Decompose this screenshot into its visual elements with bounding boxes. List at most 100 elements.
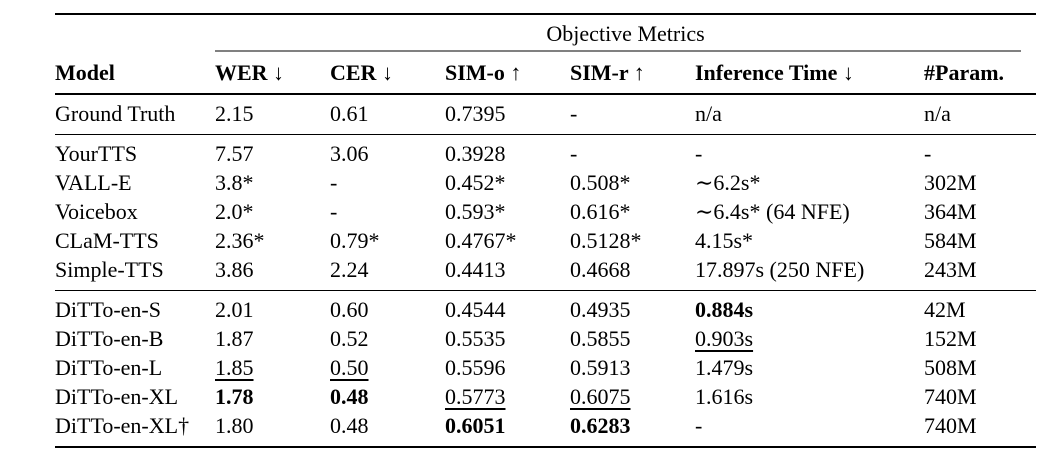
group-header-row: Objective Metrics: [55, 14, 1036, 52]
value-text: 2.15: [215, 101, 254, 126]
value-cell: ∼6.4s* (64 NFE): [695, 197, 924, 226]
value-text: 0.5913: [570, 355, 631, 380]
value-cell: 740M: [924, 411, 1036, 447]
value-cell: 0.4767*: [445, 226, 570, 255]
value-text: 2.01: [215, 297, 254, 322]
model-cell: DiTTo-en-L: [55, 355, 163, 380]
value-text: 0.4935: [570, 297, 631, 322]
table-row: DiTTo-en-S 2.01 0.60 0.4544 0.4935 0.884s 42M: [55, 291, 1036, 325]
column-header-cer: CER ↓: [330, 52, 445, 95]
value-text: 302M: [924, 170, 977, 195]
value-text: 0.4668: [570, 257, 631, 282]
value-cell: 3.06: [330, 135, 445, 169]
value-cell: 508M: [924, 353, 1036, 382]
table-row: DiTTo-en-B 1.87 0.52 0.5535 0.5855 0.903s 152M: [55, 324, 1036, 353]
value-text: 0.884s: [695, 297, 754, 322]
value-cell: 0.884s: [695, 291, 924, 325]
value-text: 584M: [924, 228, 977, 253]
value-text: n/a: [924, 101, 951, 126]
value-cell: 1.87: [215, 324, 330, 353]
value-text: 1.85: [215, 355, 254, 380]
value-text: 1.78: [215, 384, 254, 409]
value-text: 364M: [924, 199, 977, 224]
value-cell: -: [330, 197, 445, 226]
column-header-row: Model WER ↓ CER ↓ SIM-o ↑ SIM-r ↑ Infere…: [55, 52, 1037, 95]
value-cell: 42M: [924, 291, 1036, 325]
value-text: 4.15s*: [695, 228, 754, 253]
value-cell: 2.01: [215, 291, 330, 325]
table-row: VALL-E 3.8* - 0.452* 0.508* ∼6.2s* 302M: [55, 168, 1036, 197]
column-header-wer: WER ↓: [215, 52, 330, 95]
model-cell: Simple-TTS: [55, 257, 164, 282]
value-cell: 0.4544: [445, 291, 570, 325]
model-cell: CLaM-TTS: [55, 228, 159, 253]
value-cell: 0.5535: [445, 324, 570, 353]
value-cell: 1.616s: [695, 382, 924, 411]
value-text: 0.61: [330, 101, 369, 126]
value-cell: 0.616*: [570, 197, 695, 226]
value-text: -: [330, 170, 338, 195]
value-cell: 152M: [924, 324, 1036, 353]
value-text: 0.5535: [445, 326, 506, 351]
value-cell: 2.15: [215, 94, 330, 135]
value-cell: 1.78: [215, 382, 330, 411]
value-text: 0.452*: [445, 170, 506, 195]
table-header: Objective Metrics Model WER ↓ CER ↓ SIM-…: [55, 14, 1037, 95]
value-text: 508M: [924, 355, 977, 380]
value-text: 2.24: [330, 257, 369, 282]
value-cell: 4.15s*: [695, 226, 924, 255]
value-text: 0.5128*: [570, 228, 642, 253]
model-cell: DiTTo-en-XL: [55, 384, 179, 409]
value-cell: 1.479s: [695, 353, 924, 382]
value-cell: 0.5596: [445, 353, 570, 382]
value-text: 3.06: [330, 141, 369, 166]
table-row: YourTTS 7.57 3.06 0.3928 - - -: [55, 135, 1036, 169]
value-cell: -: [330, 168, 445, 197]
value-text: 0.60: [330, 297, 369, 322]
value-text: 0.4767*: [445, 228, 517, 253]
model-cell: Ground Truth: [55, 101, 176, 126]
value-text: 0.593*: [445, 199, 506, 224]
value-text: 3.8*: [215, 170, 254, 195]
value-cell: 243M: [924, 255, 1036, 291]
table-row: DiTTo-en-XL† 1.80 0.48 0.6051 0.6283 - 740M: [55, 411, 1036, 447]
value-text: 0.6051: [445, 413, 506, 438]
value-text: 0.48: [330, 413, 369, 438]
value-cell: 0.903s: [695, 324, 924, 353]
model-cell: Voicebox: [55, 199, 138, 224]
model-cell: VALL-E: [55, 170, 132, 195]
corner-cell: [55, 14, 215, 52]
value-text: 740M: [924, 413, 977, 438]
value-cell: -: [570, 135, 695, 169]
value-cell: 0.60: [330, 291, 445, 325]
value-text: 0.5855: [570, 326, 631, 351]
value-text: 0.6283: [570, 413, 631, 438]
value-cell: 1.85: [215, 353, 330, 382]
value-cell: 0.52: [330, 324, 445, 353]
paper-table-figure: Objective Metrics Model WER ↓ CER ↓ SIM-…: [55, 13, 1037, 448]
value-text: 740M: [924, 384, 977, 409]
value-cell: -: [695, 411, 924, 447]
value-text: 17.897s (250 NFE): [695, 257, 865, 282]
value-text: 0.48: [330, 384, 369, 409]
column-header-model: Model: [55, 52, 215, 95]
value-text: -: [695, 413, 703, 438]
value-cell: -: [924, 135, 1036, 169]
value-cell: 0.7395: [445, 94, 570, 135]
metrics-table: Objective Metrics Model WER ↓ CER ↓ SIM-…: [55, 13, 1037, 448]
value-text: 0.5596: [445, 355, 506, 380]
value-cell: 2.36*: [215, 226, 330, 255]
value-text: 0.4544: [445, 297, 506, 322]
value-text: 0.50: [330, 355, 369, 380]
value-cell: -: [570, 94, 695, 135]
value-cell: 0.6075: [570, 382, 695, 411]
value-text: 42M: [924, 297, 966, 322]
table-group-ditto: DiTTo-en-S 2.01 0.60 0.4544 0.4935 0.884s 42M D…: [55, 290, 1037, 448]
value-text: ∼6.2s*: [695, 170, 761, 195]
table-row: Ground Truth 2.15 0.61 0.7395 - n/a n/a: [55, 94, 1036, 135]
value-cell: 3.8*: [215, 168, 330, 197]
value-cell: 0.5913: [570, 353, 695, 382]
value-cell: 0.61: [330, 94, 445, 135]
table-group-ground-truth: Ground Truth 2.15 0.61 0.7395 - n/a n/a: [55, 94, 1037, 135]
model-cell: YourTTS: [55, 141, 138, 166]
